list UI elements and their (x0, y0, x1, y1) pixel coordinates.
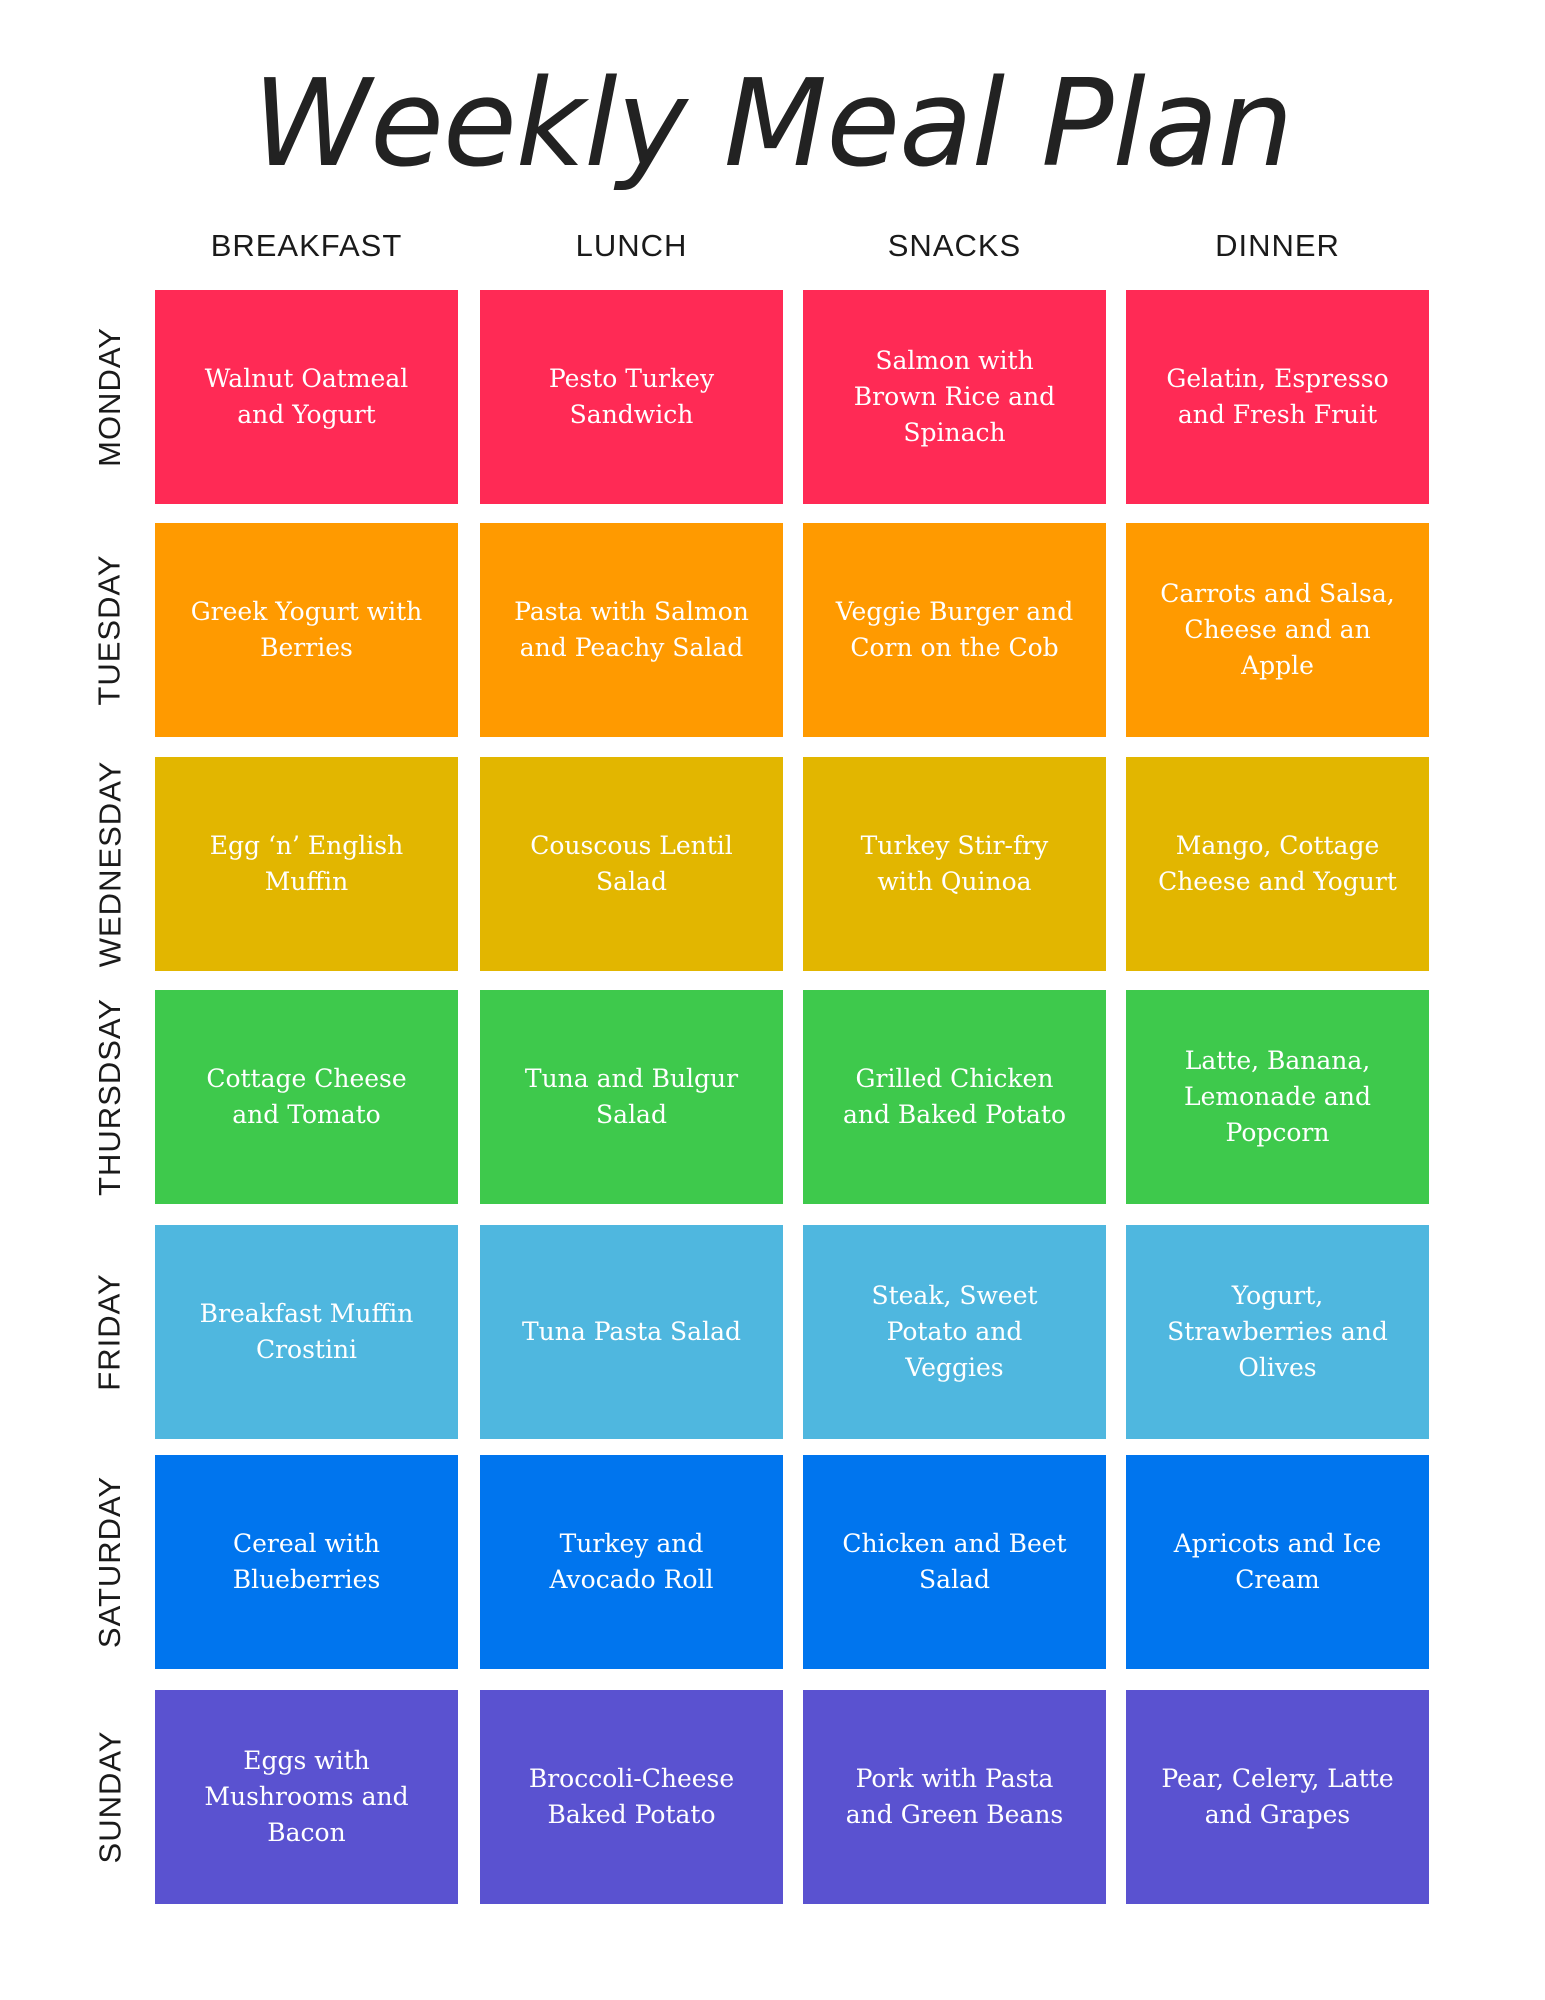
meal-cell-thursdsay-dinner: Latte, Banana, Lemonade and Popcorn (1126, 990, 1429, 1204)
meal-text: Tuna and Bulgur Salad (524, 1064, 739, 1129)
meal-cell-wednesday-snacks: Turkey Stir-fry with Quinoa (803, 757, 1106, 971)
meal-text: Chicken and Beet Salad (842, 1529, 1067, 1594)
column-header-snacks: SNACKS (887, 228, 1022, 263)
meal-text: Walnut Oatmeal and Yogurt (204, 364, 409, 429)
meal-text: Turkey and Avocado Roll (549, 1529, 714, 1594)
meal-cell-monday-lunch: Pesto Turkey Sandwich (480, 290, 783, 504)
meal-text: Grilled Chicken and Baked Potato (842, 1064, 1067, 1129)
meal-text: Broccoli-Cheese Baked Potato (528, 1764, 735, 1829)
meal-text: Pesto Turkey Sandwich (548, 364, 715, 429)
meal-cell-tuesday-breakfast: Greek Yogurt with Berries (155, 523, 458, 737)
meal-cell-sunday-dinner: Pear, Celery, Latte and Grapes (1126, 1690, 1429, 1904)
meal-cell-friday-dinner: Yogurt, Strawberries and Olives (1126, 1225, 1429, 1439)
column-header-lunch: LUNCH (575, 228, 688, 263)
day-label: SATURDAY (92, 1475, 128, 1649)
meal-cell-thursdsay-snacks: Grilled Chicken and Baked Potato (803, 990, 1106, 1204)
meal-cell-tuesday-snacks: Veggie Burger and Corn on the Cob (803, 523, 1106, 737)
meal-cell-thursdsay-lunch: Tuna and Bulgur Salad (480, 990, 783, 1204)
meal-text: Greek Yogurt with Berries (190, 597, 423, 662)
meal-text: Turkey Stir-fry with Quinoa (860, 831, 1049, 896)
meal-cell-sunday-breakfast: Eggs with Mushrooms and Bacon (155, 1690, 458, 1904)
meal-text: Pear, Celery, Latte and Grapes (1161, 1764, 1394, 1829)
meal-cell-wednesday-lunch: Couscous Lentil Salad (480, 757, 783, 971)
meal-text: Breakfast Muffin Crostini (199, 1299, 414, 1364)
day-label: TUESDAY (92, 554, 127, 706)
meal-text: Couscous Lentil Salad (530, 831, 733, 896)
meal-text: Salmon with Brown Rice and Spinach (853, 346, 1056, 447)
meal-text: Eggs with Mushrooms and Bacon (204, 1746, 409, 1847)
meal-cell-saturday-lunch: Turkey and Avocado Roll (480, 1455, 783, 1669)
meal-cell-wednesday-breakfast: Egg ‘n’ English Muffin (155, 757, 458, 971)
meal-cell-tuesday-dinner: Carrots and Salsa, Cheese and an Apple (1126, 523, 1429, 737)
meal-cell-monday-snacks: Salmon with Brown Rice and Spinach (803, 290, 1106, 504)
day-label: THURSDSAY (92, 998, 127, 1196)
meal-text: Pasta with Salmon and Peachy Salad (514, 597, 749, 662)
meal-text: Steak, Sweet Potato and Veggies (871, 1281, 1038, 1382)
page-title: Weekly Meal Plan (252, 55, 1294, 194)
meal-text: Egg ‘n’ English Muffin (209, 831, 404, 896)
meal-text: Apricots and Ice Cream (1173, 1529, 1382, 1594)
meal-cell-thursdsay-breakfast: Cottage Cheese and Tomato (155, 990, 458, 1204)
meal-text: Pork with Pasta and Green Beans (845, 1764, 1064, 1829)
meal-text: Yogurt, Strawberries and Olives (1167, 1281, 1388, 1382)
meal-text: Gelatin, Espresso and Fresh Fruit (1166, 364, 1389, 429)
meal-cell-wednesday-dinner: Mango, Cottage Cheese and Yogurt (1126, 757, 1429, 971)
meal-cell-saturday-breakfast: Cereal with Blueberries (155, 1455, 458, 1669)
column-header-breakfast: BREAKFAST (210, 228, 403, 263)
meal-text: Carrots and Salsa, Cheese and an Apple (1160, 579, 1395, 680)
meal-text: Cottage Cheese and Tomato (206, 1064, 407, 1129)
meal-cell-friday-snacks: Steak, Sweet Potato and Veggies (803, 1225, 1106, 1439)
day-label: FRIDAY (92, 1273, 128, 1391)
meal-cell-monday-dinner: Gelatin, Espresso and Fresh Fruit (1126, 290, 1429, 504)
meal-cell-friday-lunch: Tuna Pasta Salad (480, 1225, 783, 1439)
meal-cell-friday-breakfast: Breakfast Muffin Crostini (155, 1225, 458, 1439)
meal-text: Cereal with Blueberries (232, 1529, 381, 1594)
day-label: MONDAY (92, 327, 128, 467)
day-label: SUNDAY (92, 1730, 127, 1864)
meal-cell-sunday-lunch: Broccoli-Cheese Baked Potato (480, 1690, 783, 1904)
day-label: WEDNESDAY (92, 760, 128, 968)
meal-cell-saturday-dinner: Apricots and Ice Cream (1126, 1455, 1429, 1669)
meal-text: Mango, Cottage Cheese and Yogurt (1158, 831, 1397, 896)
meal-text: Veggie Burger and Corn on the Cob (835, 597, 1074, 662)
meal-cell-sunday-snacks: Pork with Pasta and Green Beans (803, 1690, 1106, 1904)
meal-cell-tuesday-lunch: Pasta with Salmon and Peachy Salad (480, 523, 783, 737)
column-header-dinner: DINNER (1215, 228, 1340, 263)
meal-text: Tuna Pasta Salad (522, 1317, 741, 1346)
meal-text: Latte, Banana, Lemonade and Popcorn (1184, 1046, 1371, 1147)
meal-cell-saturday-snacks: Chicken and Beet Salad (803, 1455, 1106, 1669)
meal-cell-monday-breakfast: Walnut Oatmeal and Yogurt (155, 290, 458, 504)
